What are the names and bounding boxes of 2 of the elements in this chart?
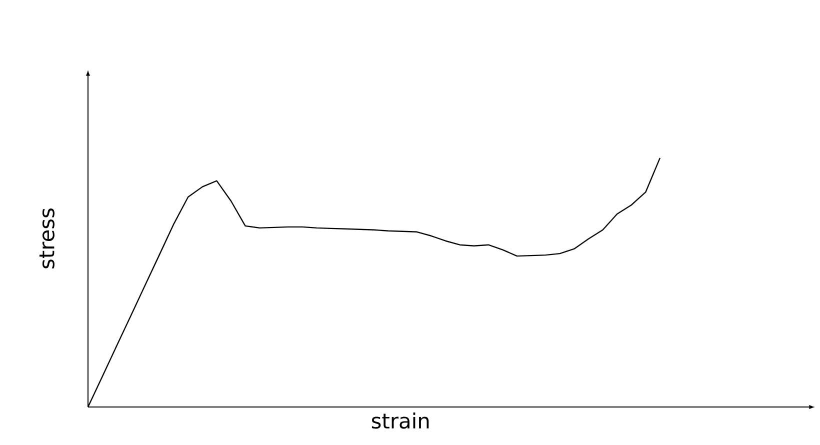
y-axis-title: stress — [39, 208, 54, 268]
x-axis-title: strain — [372, 412, 429, 429]
